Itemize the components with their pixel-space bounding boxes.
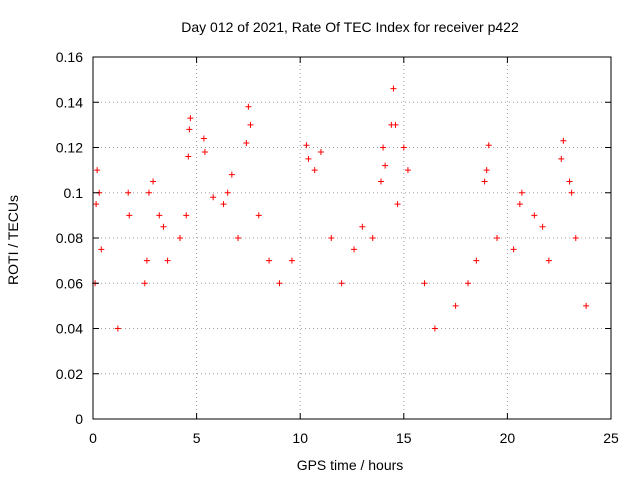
y-axis-label: ROTI / TECUs xyxy=(5,195,21,285)
x-tick-label: 15 xyxy=(396,430,412,446)
y-tick-label: 0.12 xyxy=(56,140,83,156)
x-tick-label: 5 xyxy=(193,430,201,446)
y-tick-label: 0.1 xyxy=(64,185,84,201)
y-tick-label: 0.02 xyxy=(56,366,83,382)
data-point-markers xyxy=(92,85,590,332)
y-tick-label: 0.06 xyxy=(56,275,83,291)
x-tick-label: 20 xyxy=(500,430,516,446)
x-tick-label: 25 xyxy=(603,430,619,446)
y-tick-label: 0.08 xyxy=(56,230,83,246)
grid xyxy=(93,57,611,419)
y-tick-label: 0.16 xyxy=(56,49,83,65)
x-axis-label: GPS time / hours xyxy=(297,457,404,473)
y-tick-label: 0 xyxy=(75,411,83,427)
y-tick-label: 0.14 xyxy=(56,94,83,110)
axis-ticks: 0 5 10 15 20 25 0 0.02 0.04 0.06 0.08 0.1 0.12 0.14 0.… xyxy=(56,49,619,446)
data-points xyxy=(92,85,590,332)
chart-title: Day 012 of 2021, Rate Of TEC Index for r… xyxy=(181,19,519,35)
x-tick-label: 10 xyxy=(292,430,308,446)
x-tick-label: 0 xyxy=(89,430,97,446)
y-tick-label: 0.04 xyxy=(56,321,83,337)
